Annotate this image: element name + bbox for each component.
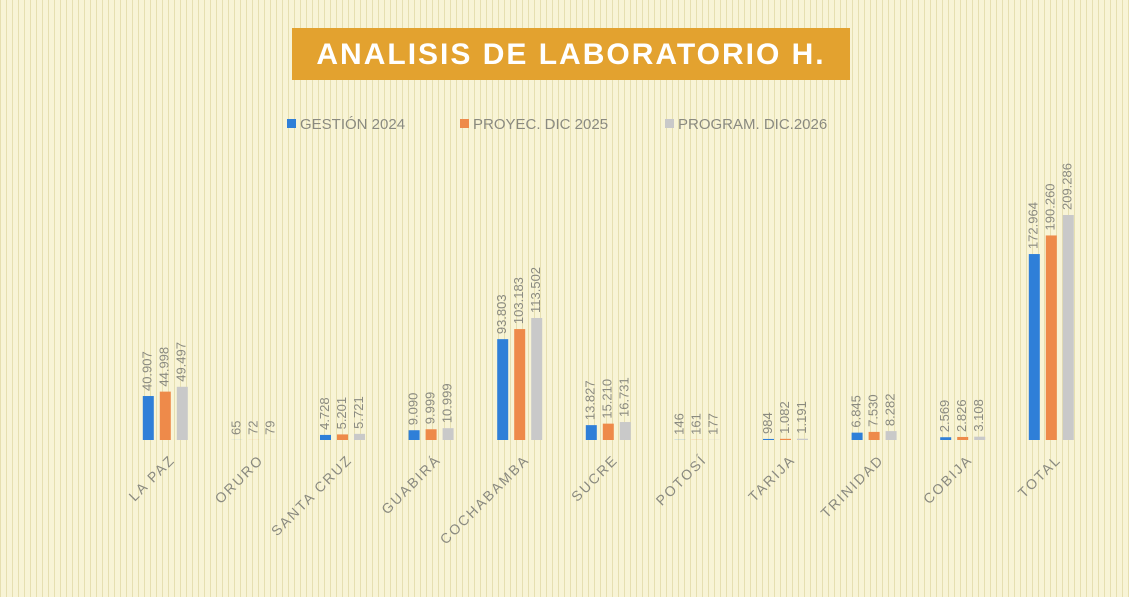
data-label: 6.845 [849,395,864,428]
bar [797,438,808,440]
bar [1062,215,1074,440]
bar [425,429,437,440]
bar [957,436,969,440]
data-label: 40.907 [140,351,155,391]
bar [602,423,614,440]
data-label: 93.803 [494,294,509,334]
data-label: 5.721 [351,396,366,429]
bar [531,317,543,440]
bar [868,431,880,440]
data-label: 65 [228,420,243,434]
bar [585,425,597,440]
data-label: 190.260 [1043,183,1058,230]
bar [159,391,171,440]
data-label: 5.201 [334,397,349,430]
data-label: 8.282 [883,394,898,427]
chart-title: ANALISIS DE LABORATORIO H. [316,38,825,71]
bar [497,339,509,440]
legend-swatch [287,119,296,128]
data-label: 2.569 [937,400,952,433]
bar [408,430,420,440]
bar [974,436,986,440]
data-label: 172.964 [1026,202,1041,249]
data-label: 13.827 [583,380,598,420]
data-label: 10.999 [440,383,455,423]
bar [885,431,897,440]
bar [1045,235,1057,440]
legend-swatch [665,119,674,128]
data-label: 177 [705,413,720,435]
legend-label: GESTIÓN 2024 [300,116,405,133]
data-label: 1.191 [794,401,809,434]
data-label: 161 [688,413,703,435]
title-box [292,28,850,80]
legend-swatch [460,119,469,128]
data-label: 16.731 [617,377,632,417]
bar [940,437,952,440]
data-label: 15.210 [600,379,615,419]
data-label: 103.183 [511,277,526,324]
bar [142,396,154,440]
bar [354,433,365,440]
data-label: 3.108 [971,399,986,432]
bar [320,434,331,440]
legend-label: PROYEC. DIC 2025 [473,116,608,133]
bar [780,438,791,440]
bar [619,422,631,440]
data-label: 4.728 [317,397,332,430]
data-label: 72 [245,420,260,434]
data-label: 2.826 [954,399,969,432]
bar [442,428,454,440]
data-label: 49.497 [174,342,189,382]
bar [1028,254,1040,440]
bar [337,434,348,440]
bar [176,386,188,440]
bar [763,438,774,440]
bar [514,329,526,440]
data-label: 9.999 [423,392,438,425]
data-label: 984 [760,412,775,434]
data-label: 9.090 [406,393,421,426]
data-label: 146 [671,413,686,435]
data-label: 1.082 [777,401,792,434]
data-label: 209.286 [1060,163,1075,210]
data-label: 7.530 [866,394,881,427]
data-label: 113.502 [528,267,543,313]
bar [851,432,863,440]
data-label: 79 [262,420,277,434]
data-label: 44.998 [157,347,172,387]
legend-label: PROGRAM. DIC.2026 [678,116,827,133]
